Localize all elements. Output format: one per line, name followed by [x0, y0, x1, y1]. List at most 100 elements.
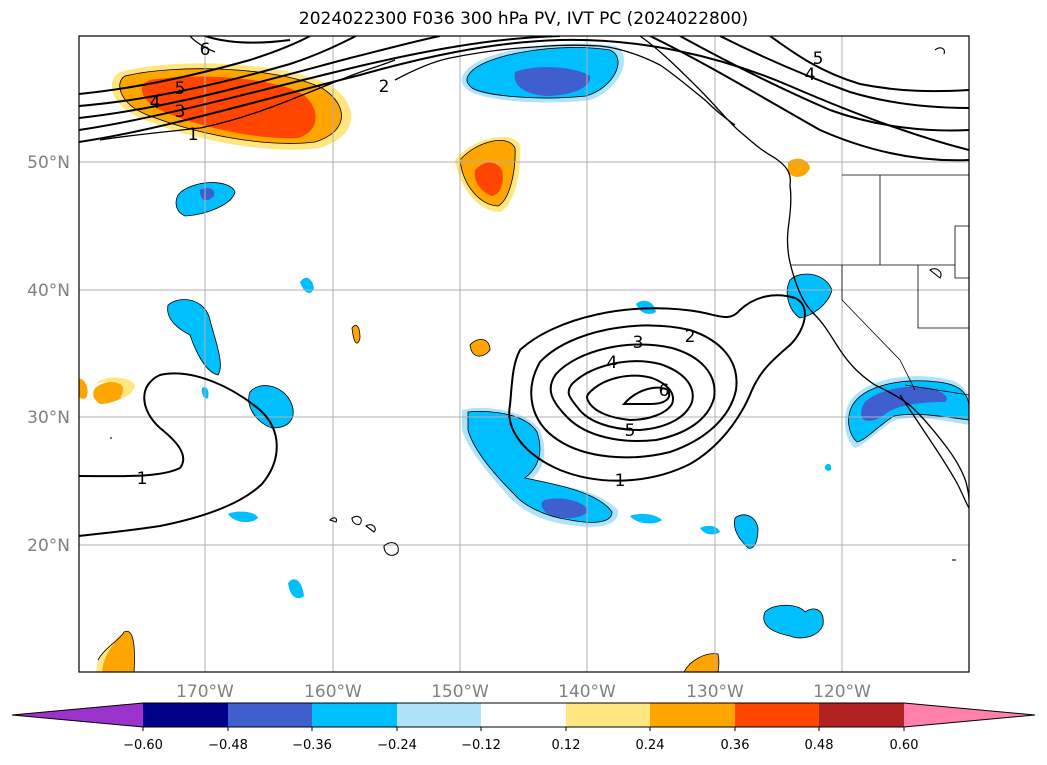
- ca-nv-border: [841, 265, 916, 391]
- colorbar-seg-n4: [397, 703, 481, 727]
- pv-outline-sw: [97, 630, 135, 672]
- nv-border: [917, 265, 969, 329]
- colorbar-tick-label: 0.24: [636, 738, 665, 753]
- colorbar-ticks: [142, 727, 905, 731]
- colorbar-tick-label: −0.24: [377, 738, 417, 753]
- contour-label-6-c: 6: [659, 381, 670, 401]
- lat-label-50n: 50°N: [27, 153, 70, 173]
- lon-label-150w: 150°W: [431, 682, 489, 702]
- pv-negative-s2: [630, 513, 662, 524]
- contour-label-1-nw: 1: [188, 125, 199, 145]
- ivt-contour-ne-1: [649, 36, 969, 162]
- contour-label-6-nw: 6: [200, 40, 211, 60]
- ivt-contour-c-6: [621, 386, 671, 405]
- island-haida: [934, 47, 945, 55]
- colorbar-tick-label: 0.48: [805, 738, 834, 753]
- idaho-border: [954, 225, 969, 279]
- pv-outline-s4: [733, 514, 759, 549]
- islands: [110, 47, 956, 561]
- map-layers: 6 5 4 3 1 2 5 4 3 2 4 6 5 1 1: [79, 36, 969, 672]
- colorbar-seg-n2: [228, 703, 312, 727]
- pv-outline-w4: [248, 385, 294, 429]
- coastlines: [99, 36, 969, 509]
- colorbar-tick-label: −0.60: [123, 738, 163, 753]
- pv-positive-s: [684, 653, 719, 672]
- pv-outline-s-edge: [683, 653, 720, 672]
- contour-label-5-ne: 5: [813, 49, 824, 69]
- contour-labels: 6 5 4 3 1 2 5 4 3 2 4 6 5 1 1: [137, 40, 824, 491]
- contour-label-3-c: 3: [633, 333, 644, 353]
- map-title: 2024022300 F036 300 hPa PV, IVT PC (2024…: [298, 9, 749, 29]
- pv-positive-c-core: [474, 162, 503, 196]
- ivt-contour-ne-4: [769, 36, 969, 93]
- pv-positive-w-edge2: [93, 381, 132, 404]
- pv-negative-n-core: [514, 67, 591, 96]
- us-mexico-border: [904, 384, 969, 396]
- pv-outline-nw: [119, 68, 342, 144]
- state-borders: [790, 174, 969, 396]
- pv-outline-w2: [167, 299, 221, 376]
- pv-outline-c3: [469, 339, 491, 357]
- colorbar-seg-p3: [735, 703, 819, 727]
- contour-label-2-c: 2: [685, 327, 696, 347]
- colorbar-seg-p1: [566, 703, 650, 727]
- pv-shading: [79, 43, 969, 672]
- ivt-contour-c-2: [530, 324, 738, 459]
- pv-outline-c2: [351, 324, 361, 344]
- lon-label-140w: 140°W: [558, 682, 616, 702]
- pv-positive-w-edge2-rim: [96, 377, 135, 398]
- pv-positive-bc: [788, 158, 810, 177]
- colorbar-over-arrow: [904, 703, 1035, 727]
- colorbar-under-arrow: [12, 703, 143, 727]
- ivt-contour-n-4: [79, 36, 357, 107]
- pv-negative-se2: [824, 463, 832, 471]
- lat-label-20n: 20°N: [27, 536, 70, 556]
- contour-label-5-c: 5: [625, 421, 636, 441]
- colorbar-seg-n3: [312, 703, 397, 727]
- pv-negative-w3: [300, 277, 314, 293]
- pv-negative-s-core: [541, 498, 588, 519]
- colorbar-seg-zero: [481, 703, 566, 727]
- pv-positive-c3: [470, 339, 490, 357]
- contour-label-1-c: 1: [615, 471, 626, 491]
- pv-negative-s4: [734, 514, 758, 549]
- ivt-contour-c-5: [586, 374, 674, 422]
- ivt-contour-c-1: [508, 294, 806, 482]
- colorbar-tick-label: 0.60: [890, 738, 919, 753]
- contour-label-4-c: 4: [607, 353, 618, 373]
- pv-outline-w1: [175, 182, 236, 217]
- aleutian-chain: [99, 59, 396, 141]
- pv-positive-sw: [98, 631, 135, 672]
- pv-outline-s: [467, 411, 613, 523]
- pv-outline-se: [848, 380, 969, 443]
- colorbar-seg-p2: [650, 703, 735, 727]
- island-kauai: [328, 517, 338, 523]
- pv-negative-se-core: [861, 386, 947, 421]
- colorbar-tick-label: −0.36: [292, 738, 332, 753]
- kamchatka-edge: [189, 36, 216, 53]
- colorbar-seg-p4: [819, 703, 904, 727]
- island-lake: [929, 268, 942, 279]
- colorbar-tick-labels: −0.60 −0.48 −0.36 −0.24 −0.12 0.12 0.24 …: [123, 738, 918, 753]
- island-oahu: [351, 515, 362, 526]
- plot-frame: [78, 35, 970, 673]
- ivt-contour-n-1: [79, 38, 969, 151]
- pv-negative-s-mid: [468, 411, 612, 523]
- ivt-contour-ne-3: [719, 36, 969, 109]
- island-molokai: [365, 524, 376, 533]
- lat-label-40n: 40°N: [27, 281, 70, 301]
- contour-label-4-ne: 4: [805, 65, 816, 85]
- pv-positive-nw-core: [141, 76, 316, 139]
- contour-label-3-nw: 3: [175, 102, 186, 122]
- pv-positive-sw-rim: [96, 632, 124, 672]
- ivt-contour-ne-2: [679, 36, 969, 132]
- ivt-contour-n-5: [79, 36, 311, 95]
- lon-label-170w: 170°W: [176, 682, 234, 702]
- pv-outline-ca: [786, 273, 833, 319]
- lon-label-130w: 130°W: [686, 682, 744, 702]
- lat-label-30n: 30°N: [27, 408, 70, 428]
- colorbar-tick-label: −0.48: [208, 738, 248, 753]
- ivt-contour-c-4: [567, 360, 694, 432]
- colorbar-tick-label: 0.36: [721, 738, 750, 753]
